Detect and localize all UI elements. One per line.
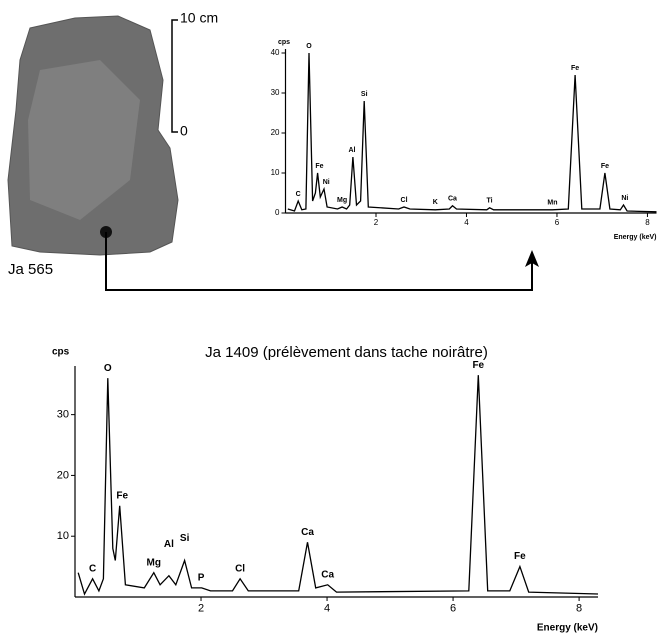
peak-label: K <box>433 199 438 206</box>
peak-label: Si <box>361 91 368 98</box>
peak-label: Si <box>180 533 190 544</box>
peak-label: Ni <box>621 195 628 202</box>
peak-label: Mg <box>147 557 161 568</box>
scale-bar <box>171 19 178 133</box>
y-tick-label: 0 <box>275 208 280 217</box>
peak-label: Cl <box>235 563 245 574</box>
connector <box>105 232 533 291</box>
peak-label: P <box>198 573 205 584</box>
peak-label: O <box>306 43 312 50</box>
y-tick-label: 30 <box>271 88 280 97</box>
y-tick-label: 20 <box>271 128 280 137</box>
x-tick-label: 2 <box>374 218 379 227</box>
peak-label: Fe <box>571 65 579 72</box>
peak-label: Mn <box>547 200 557 207</box>
peak-label: Fe <box>116 490 128 501</box>
peak-label: Ca <box>301 527 314 538</box>
x-tick-label: 2 <box>198 602 204 614</box>
scale-top: 10 cm <box>180 10 218 26</box>
arrow-head <box>525 250 539 267</box>
x-axis-label: Energy (keV) <box>537 623 598 634</box>
peak-label: Cl <box>401 197 408 204</box>
y-axis-label: cps <box>52 347 70 358</box>
y-tick-label: 30 <box>57 409 69 421</box>
x-tick-label: 4 <box>324 602 330 614</box>
peak-label: Al <box>164 539 174 550</box>
peak-label: Ti <box>486 198 492 205</box>
x-tick-label: 6 <box>450 602 456 614</box>
peak-label: Fe <box>601 163 609 170</box>
sample-label: Ja 565 <box>8 261 53 278</box>
peak-label: O <box>104 363 112 374</box>
y-tick-label: 10 <box>57 530 69 542</box>
x-tick-label: 8 <box>645 218 650 227</box>
peak-label: Mg <box>337 197 347 204</box>
rock-highlight <box>28 60 140 220</box>
x-tick-label: 6 <box>555 218 560 227</box>
y-tick-label: 20 <box>57 469 69 481</box>
scale-bottom: 0 <box>180 123 188 139</box>
spectrum <box>287 52 657 213</box>
peak-label: Fe <box>315 163 323 170</box>
x-tick-label: 8 <box>576 602 582 614</box>
peak-label: Ca <box>321 569 334 580</box>
y-tick-label: 10 <box>271 168 280 177</box>
chart-title: Ja 1409 (prélèvement dans tache noirâtre… <box>205 344 488 361</box>
x-tick-label: 4 <box>464 218 469 227</box>
y-axis-label: cps <box>278 39 290 46</box>
peak-label: C <box>89 563 96 574</box>
peak-label: Al <box>349 147 356 154</box>
x-axis-label: Energy (keV) <box>614 234 657 241</box>
peak-label: Ni <box>323 179 330 186</box>
peak-label: Fe <box>472 360 484 371</box>
spectrum <box>77 375 599 596</box>
peak-label: Fe <box>514 551 526 562</box>
peak-label: C <box>296 191 301 198</box>
y-tick-label: 40 <box>271 48 280 57</box>
peak-label: Ca <box>448 196 457 203</box>
